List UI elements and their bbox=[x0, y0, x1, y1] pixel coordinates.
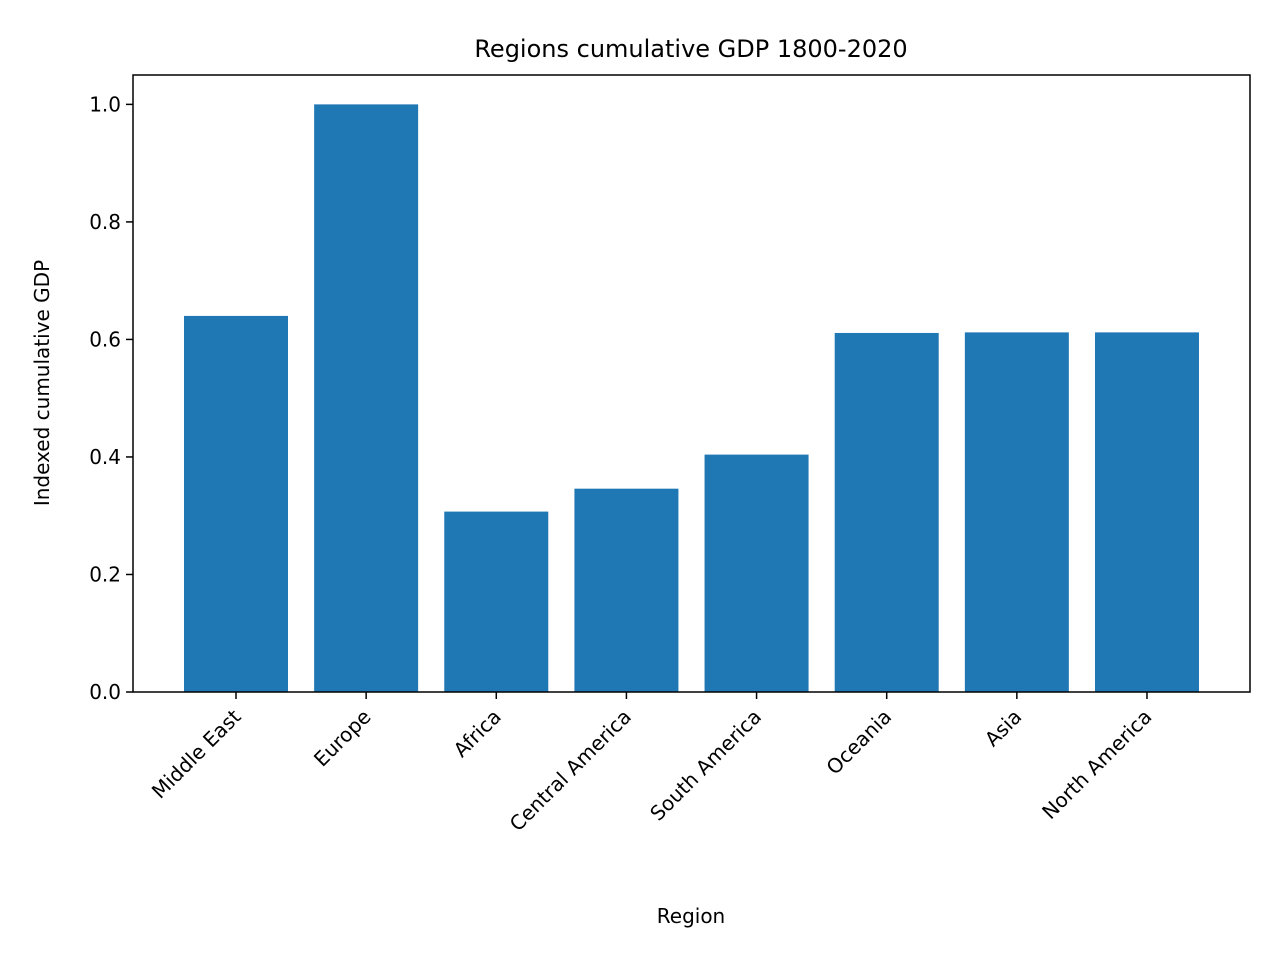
bar bbox=[1094, 332, 1199, 692]
bars-layer bbox=[184, 104, 1199, 692]
bar bbox=[184, 315, 288, 692]
bar bbox=[964, 332, 1069, 692]
bar bbox=[574, 488, 679, 692]
y-tick-label: 0.4 bbox=[89, 445, 121, 469]
x-axis-label: Region bbox=[657, 904, 725, 928]
y-tick-label: 0.2 bbox=[89, 562, 121, 586]
bar bbox=[834, 332, 939, 692]
y-tick-label: 0.6 bbox=[89, 327, 121, 351]
y-tick-label: 0.0 bbox=[89, 680, 121, 704]
chart-title: Regions cumulative GDP 1800-2020 bbox=[474, 35, 907, 63]
y-tick-label: 1.0 bbox=[89, 92, 121, 116]
plot-frame bbox=[132, 74, 1251, 693]
bar bbox=[314, 104, 419, 692]
y-axis-label: Indexed cumulative GDP bbox=[30, 260, 54, 506]
bar bbox=[444, 511, 549, 692]
y-axis: 0.0 0.2 0.4 0.6 0.8 1.0 bbox=[89, 92, 133, 704]
bar bbox=[704, 454, 809, 692]
y-tick-label: 0.8 bbox=[89, 210, 121, 234]
